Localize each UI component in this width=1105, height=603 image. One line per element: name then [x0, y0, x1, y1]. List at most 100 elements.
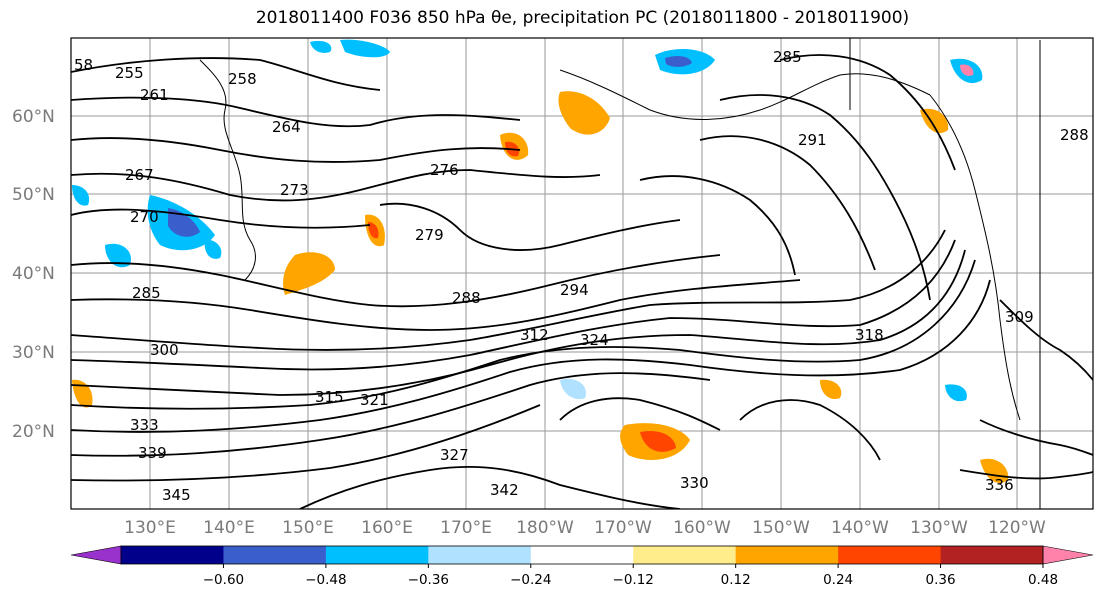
map-frame: [70, 37, 1094, 510]
contour-line: [71, 137, 521, 163]
contour-line: [71, 279, 801, 331]
precip-patch-red: [640, 430, 676, 452]
contour-line: [71, 259, 976, 410]
precip-patch-blue: [72, 185, 90, 206]
contour-label: 58: [74, 56, 93, 74]
lon-label: 160°E: [361, 518, 413, 538]
contour-line: [71, 208, 371, 229]
precip-patch-blue: [310, 40, 332, 53]
precip-patch-red: [368, 222, 379, 239]
colorbar-extend-high: [1042, 545, 1094, 565]
lon-label: 130°E: [124, 518, 176, 538]
lon-label: 140°E: [203, 518, 255, 538]
contour-label: 318: [855, 326, 884, 344]
lon-label: 160°W: [673, 518, 731, 538]
precip-patch-pink: [960, 64, 974, 76]
precip-patch-orange: [558, 91, 610, 135]
colorbar: −0.60 −0.48 −0.36 −0.24 −0.12 0.12 0.24 0.36 0.4…: [70, 545, 1094, 588]
contour-line: [71, 57, 381, 91]
contour-label: 288: [452, 289, 481, 307]
contour-label: 270: [130, 208, 159, 226]
contour-label: 291: [798, 131, 827, 149]
contour-line: [71, 229, 946, 351]
contour-line: [979, 419, 1093, 456]
lon-label: 170°W: [594, 518, 652, 538]
contour-label: 315: [315, 388, 344, 406]
contour-line: [379, 202, 681, 251]
colorbar-outline: [120, 545, 1044, 565]
contour-label: 309: [1005, 308, 1034, 326]
theta-e-contours: [71, 54, 1093, 509]
contour-label: 321: [360, 391, 389, 409]
contour-label: 324: [580, 331, 609, 349]
contour-label: 258: [228, 70, 257, 88]
contour-label: 294: [560, 281, 589, 299]
contour-line: [779, 54, 956, 171]
contour-label: 300: [150, 341, 179, 359]
contour-label: 333: [130, 416, 159, 434]
lon-label: 170°E: [440, 518, 492, 538]
contour-label: 288: [1060, 126, 1089, 144]
colorbar-swatch: [735, 546, 839, 564]
contour-label: 267: [125, 166, 154, 184]
contour-line: [71, 96, 521, 128]
contour-label: 285: [132, 284, 161, 302]
contour-label: 276: [430, 161, 459, 179]
precip-patch-darkblue: [665, 55, 692, 67]
colorbar-tick-label: 0.12: [721, 572, 751, 588]
lat-label: 30°N: [12, 343, 55, 363]
colorbar-tick-label: 0.36: [926, 572, 956, 588]
precip-patch-blue: [105, 243, 131, 268]
precip-patch-orange: [72, 379, 93, 408]
contour-label: 327: [440, 446, 469, 464]
lat-label: 20°N: [12, 422, 55, 442]
contour-line: [719, 94, 931, 301]
contour-line: [559, 397, 721, 431]
contour-line: [639, 175, 796, 276]
lon-label: 150°E: [282, 518, 334, 538]
contour-line: [299, 465, 681, 509]
colorbar-swatch: [838, 546, 942, 564]
contour-label: 285: [773, 48, 802, 66]
contour-line: [71, 404, 541, 482]
contour-label: 330: [680, 474, 709, 492]
colorbar-swatch: [223, 546, 327, 564]
colorbar-tick-label: −0.12: [613, 572, 654, 588]
lat-label: 40°N: [12, 264, 55, 284]
colorbar-swatch: [940, 546, 1044, 564]
lon-label: 120°W: [988, 518, 1046, 538]
contour-line: [71, 169, 601, 202]
precip-patch-darkblue: [168, 208, 200, 237]
contour-label: 339: [138, 444, 167, 462]
lon-label: 130°W: [910, 518, 968, 538]
contour-line: [71, 249, 966, 396]
lon-label: 150°W: [752, 518, 810, 538]
colorbar-swatch: [530, 546, 634, 564]
precip-patch-lightblue: [560, 378, 586, 400]
colorbar-swatch: [121, 546, 224, 564]
precip-patch-orange: [820, 379, 842, 400]
colorbar-tick-label: −0.48: [305, 572, 346, 588]
contour-label: 342: [490, 481, 519, 499]
contour-line: [71, 372, 711, 457]
contour-labels: 58 255 258 261 264 267 270 273 276 279 2…: [74, 48, 1089, 504]
colorbar-swatch: [428, 546, 532, 564]
coastline: [559, 69, 931, 120]
contour-line: [71, 239, 956, 371]
colorbar-tick-label: 0.24: [823, 572, 853, 588]
contour-line: [959, 469, 1093, 480]
lat-label: 60°N: [12, 107, 55, 127]
contour-label: 336: [985, 476, 1014, 494]
coastlines: [199, 38, 1041, 509]
lat-label: 50°N: [12, 185, 55, 205]
contour-line: [71, 254, 721, 308]
contour-line: [71, 279, 991, 433]
colorbar-extend-low: [70, 545, 122, 565]
contour-label: 255: [115, 64, 144, 82]
precip-patch-blue: [340, 39, 390, 58]
colorbar-swatch: [633, 546, 737, 564]
lat-labels: 60°N 50°N 40°N 30°N 20°N: [12, 107, 55, 442]
colorbar-tick-label: −0.36: [408, 572, 449, 588]
colorbar-tick-label: −0.60: [203, 572, 244, 588]
